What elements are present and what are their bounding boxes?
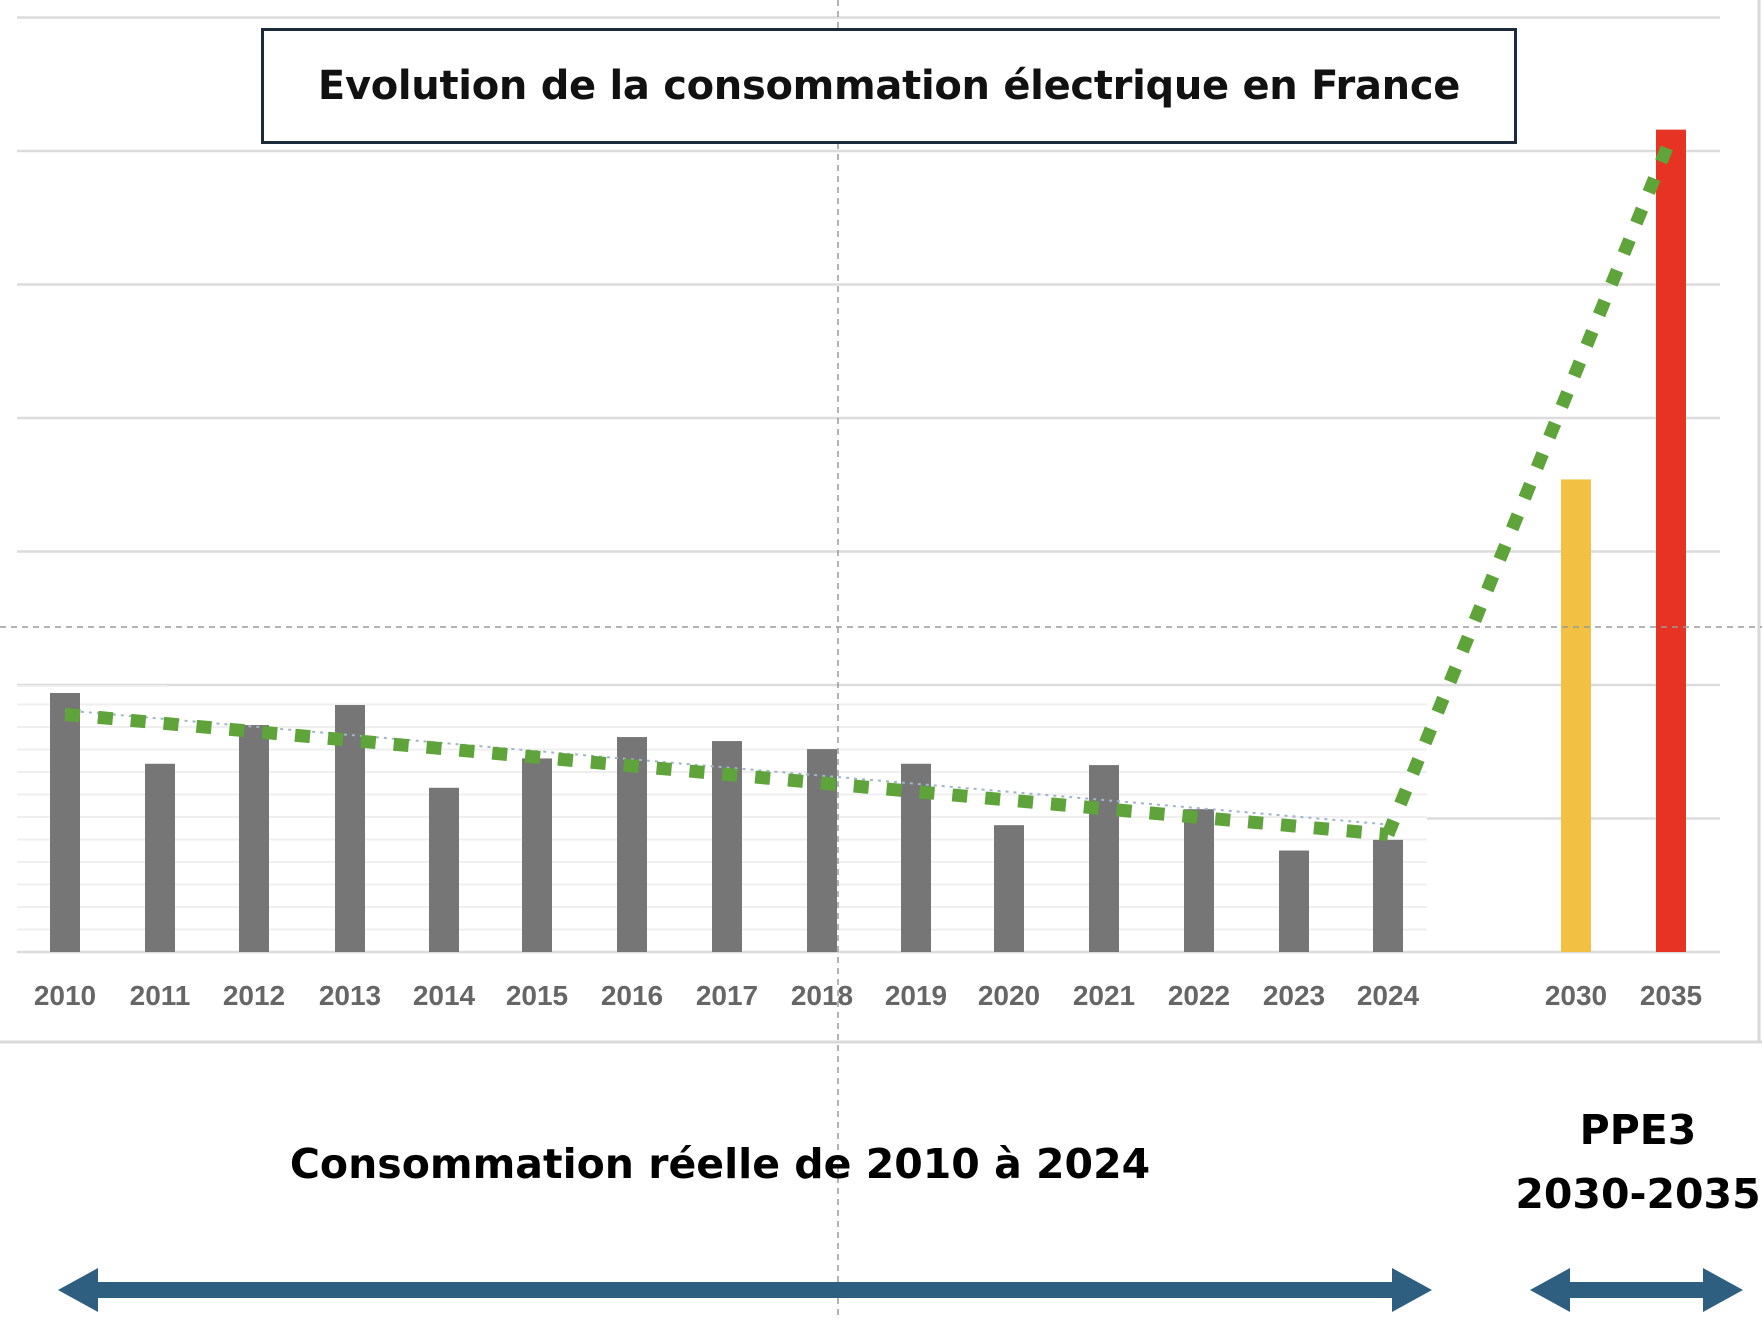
- x-tick-2018: 2018: [791, 980, 853, 1011]
- x-tick-2021: 2021: [1073, 980, 1135, 1011]
- trendline-fit-faint: [64, 709, 1389, 826]
- bar-2012: [239, 725, 269, 952]
- bar-2022: [1184, 809, 1214, 952]
- bar-2020: [994, 825, 1024, 952]
- bar-2021: [1089, 765, 1119, 952]
- x-tick-2035: 2035: [1640, 980, 1702, 1011]
- chart-title: Evolution de la consommation électrique …: [317, 63, 1461, 109]
- x-tick-2010: 2010: [34, 980, 96, 1011]
- bar-2023: [1279, 850, 1309, 952]
- bar-2014: [429, 787, 459, 952]
- x-tick-2030: 2030: [1545, 980, 1607, 1011]
- gridlines: [17, 16, 1720, 954]
- ppe3-label-line1: PPE3: [1579, 1106, 1697, 1154]
- double-arrow-historical-icon: [58, 1268, 1432, 1312]
- x-tick-2016: 2016: [601, 980, 663, 1011]
- ppe3-label-line2: 2030-2035: [1515, 1170, 1761, 1218]
- chart-title-box: Evolution de la consommation électrique …: [261, 28, 1517, 144]
- span-arrows: [58, 1268, 1743, 1312]
- bar-2015: [522, 758, 552, 952]
- x-tick-2015: 2015: [506, 980, 568, 1011]
- bar-2016: [617, 737, 647, 952]
- trendlines: [64, 135, 1678, 841]
- bar-2011: [145, 763, 175, 952]
- x-tick-2020: 2020: [978, 980, 1040, 1011]
- bar-2035: [1656, 129, 1686, 952]
- bar-2024: [1373, 839, 1403, 952]
- x-tick-2019: 2019: [885, 980, 947, 1011]
- x-tick-labels: 2010 2011 2012 2013 2014 2015 2016 2017 2018 2019…: [34, 980, 1702, 1011]
- trendline-ppe3: [1381, 135, 1678, 837]
- x-tick-2014: 2014: [413, 980, 476, 1011]
- ppe3-period-label: PPE3 2030-2035: [1500, 1098, 1762, 1226]
- x-tick-2012: 2012: [223, 980, 285, 1011]
- x-tick-2023: 2023: [1263, 980, 1325, 1011]
- bar-2010: [50, 693, 80, 952]
- bars: [50, 129, 1686, 952]
- bar-2013: [335, 705, 365, 952]
- x-tick-2024: 2024: [1357, 980, 1420, 1011]
- double-arrow-ppe3-icon: [1530, 1268, 1743, 1312]
- x-tick-2011: 2011: [130, 980, 191, 1011]
- bar-2030: [1561, 479, 1591, 952]
- trendline-historical: [64, 707, 1389, 841]
- x-tick-2013: 2013: [319, 980, 381, 1011]
- historical-period-label: Consommation réelle de 2010 à 2024: [289, 1140, 1151, 1188]
- x-tick-2017: 2017: [696, 980, 758, 1011]
- chart-frame: [0, 0, 1762, 1044]
- x-tick-2022: 2022: [1168, 980, 1230, 1011]
